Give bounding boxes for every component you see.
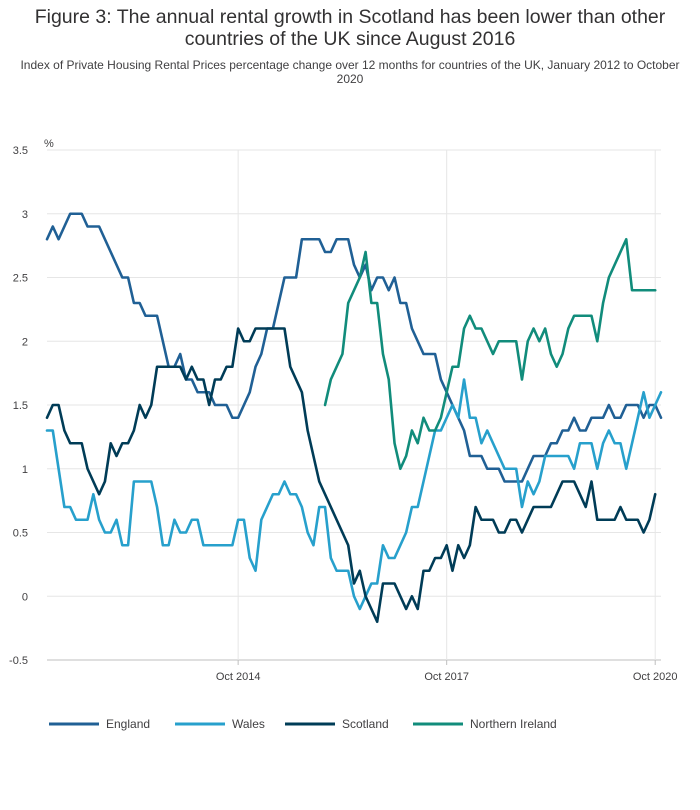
y-tick-label: 1.5 (13, 400, 28, 412)
y-tick-label: 2.5 (13, 273, 28, 285)
series-line-scotland (45, 327, 657, 624)
series-line-wales (45, 378, 663, 611)
y-axis-ticks: 3.5 3 2.5 2 1.5 1 0.5 0 -0.5 (9, 145, 28, 667)
y-tick-label: 1 (22, 464, 28, 476)
chart-title: Figure 3: The annual rental growth in Sc… (34, 6, 666, 50)
y-axis-label: % (44, 138, 54, 150)
series-line-england (45, 212, 663, 483)
y-tick-label: 3.5 (13, 145, 28, 157)
y-tick-label: 0 (22, 591, 28, 603)
gridlines (47, 149, 661, 661)
series-lines (45, 212, 663, 624)
y-tick-label: 2 (22, 336, 28, 348)
x-tick-label: Oct 2020 (633, 671, 678, 683)
x-tick-label: Oct 2014 (216, 671, 261, 683)
x-tick-label: Oct 2017 (424, 671, 469, 683)
legend-label-northern-ireland[interactable]: Northern Ireland (470, 717, 557, 731)
legend-label-wales[interactable]: Wales (232, 717, 265, 731)
legend-label-scotland[interactable]: Scotland (342, 717, 389, 731)
series-line-northern-ireland (323, 237, 657, 471)
chart-subtitle: Index of Private Housing Rental Prices p… (20, 58, 680, 86)
y-tick-label: 0.5 (13, 528, 28, 540)
legend-label-england[interactable]: England (106, 717, 150, 731)
legend[interactable]: England Wales Scotland Northern Ireland (49, 717, 557, 731)
y-tick-label: -0.5 (9, 655, 28, 667)
x-axis-ticks: Oct 2014 Oct 2017 Oct 2020 (216, 660, 678, 683)
y-tick-label: 3 (22, 209, 28, 221)
